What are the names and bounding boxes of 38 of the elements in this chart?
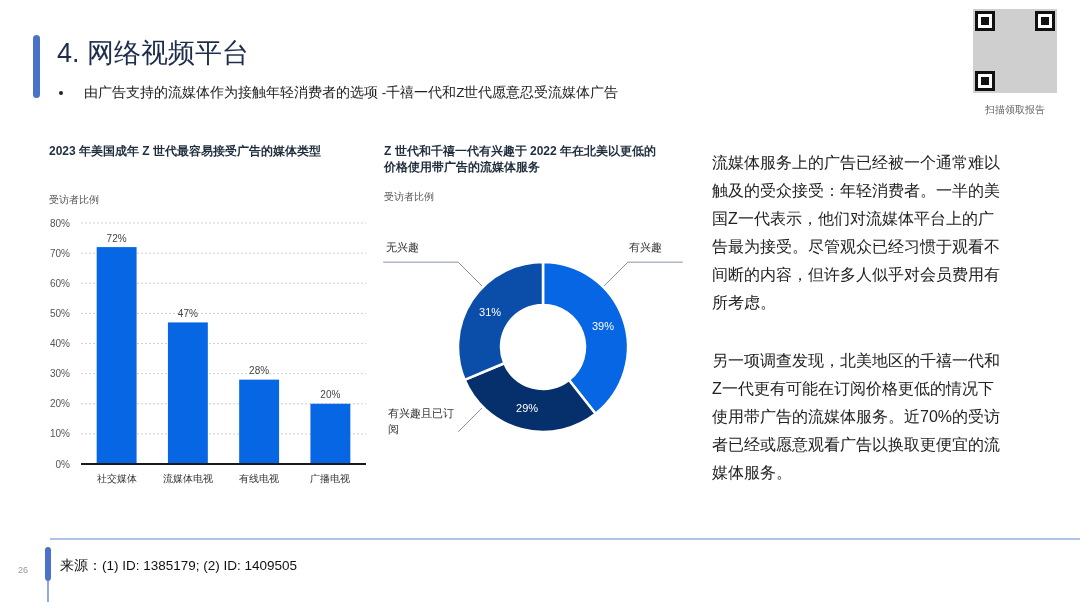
x-tick-label: 有线电视	[239, 472, 280, 484]
data-label: 47%	[177, 307, 198, 319]
text: 扫描领取报告	[984, 103, 1046, 117]
y-tick-label: 0%	[55, 458, 71, 470]
data-label: 72%	[106, 232, 127, 244]
bar	[96, 247, 137, 464]
bar	[239, 379, 280, 464]
y-tick-label: 80%	[49, 217, 71, 229]
source-note: 来源：(1) ID: 1385179; (2) ID: 1409505	[60, 557, 298, 575]
y-tick-label: 20%	[49, 398, 71, 410]
y-tick-label: 30%	[49, 368, 71, 380]
chart-subtitle: 受访者比例	[384, 190, 434, 204]
data-label: 29%	[516, 402, 539, 415]
y-tick-label: 60%	[49, 277, 71, 289]
slice-label: 无兴趣	[386, 240, 420, 256]
y-tick-label: 40%	[49, 338, 71, 349]
y-tick-label: 70%	[49, 247, 71, 259]
chart-title: Z 世代和千禧一代有兴趣于 2022 年在北美以更低的价格使用带广告的流媒体服务	[384, 143, 658, 175]
y-axis-title: 受访者比例	[49, 193, 99, 207]
data-label: 39%	[591, 320, 615, 333]
x-tick-label: 广播电视	[310, 472, 351, 484]
text: 另一项调查发现，北美地区的千禧一代和Z一代更有可能在订阅价格更低的情况下使用带广告的流媒体服务。近70%的受访者已经或愿意观看广告以换取更便宜的流媒体服务。	[712, 351, 1002, 483]
x-tick-label: 社交媒体	[96, 472, 137, 484]
slice-label: 有兴趣	[628, 240, 662, 256]
data-label: 20%	[320, 389, 341, 401]
slice-label: 有兴趣且已订阅	[388, 405, 456, 437]
text: 流媒体服务上的广告已经被一个通常难以触及的受众接受：年轻消费者。一半的美国Z一代表示，他们对流媒体平台上的广告最为接受。尽管观众已经习惯于观看不间断的内容，但许多人似乎对会员费用有所考虑。	[712, 153, 1001, 313]
y-tick-label: 10%	[49, 428, 71, 440]
data-label: 31%	[479, 305, 502, 318]
text: 26	[17, 564, 29, 576]
y-tick-label: 50%	[49, 307, 71, 319]
bar	[310, 403, 351, 464]
bar	[167, 322, 208, 464]
chart-title: 2023 年美国成年 Z 世代最容易接受广告的媒体类型	[49, 143, 322, 159]
data-label: 28%	[249, 365, 270, 377]
x-tick-label: 流媒体电视	[162, 472, 213, 484]
text: 4. 网络视频平台	[57, 37, 250, 70]
text: 由广告支持的流媒体作为接触年轻消费者的选项 -千禧一代和Z世代愿意忍受流媒体广告	[84, 84, 619, 102]
